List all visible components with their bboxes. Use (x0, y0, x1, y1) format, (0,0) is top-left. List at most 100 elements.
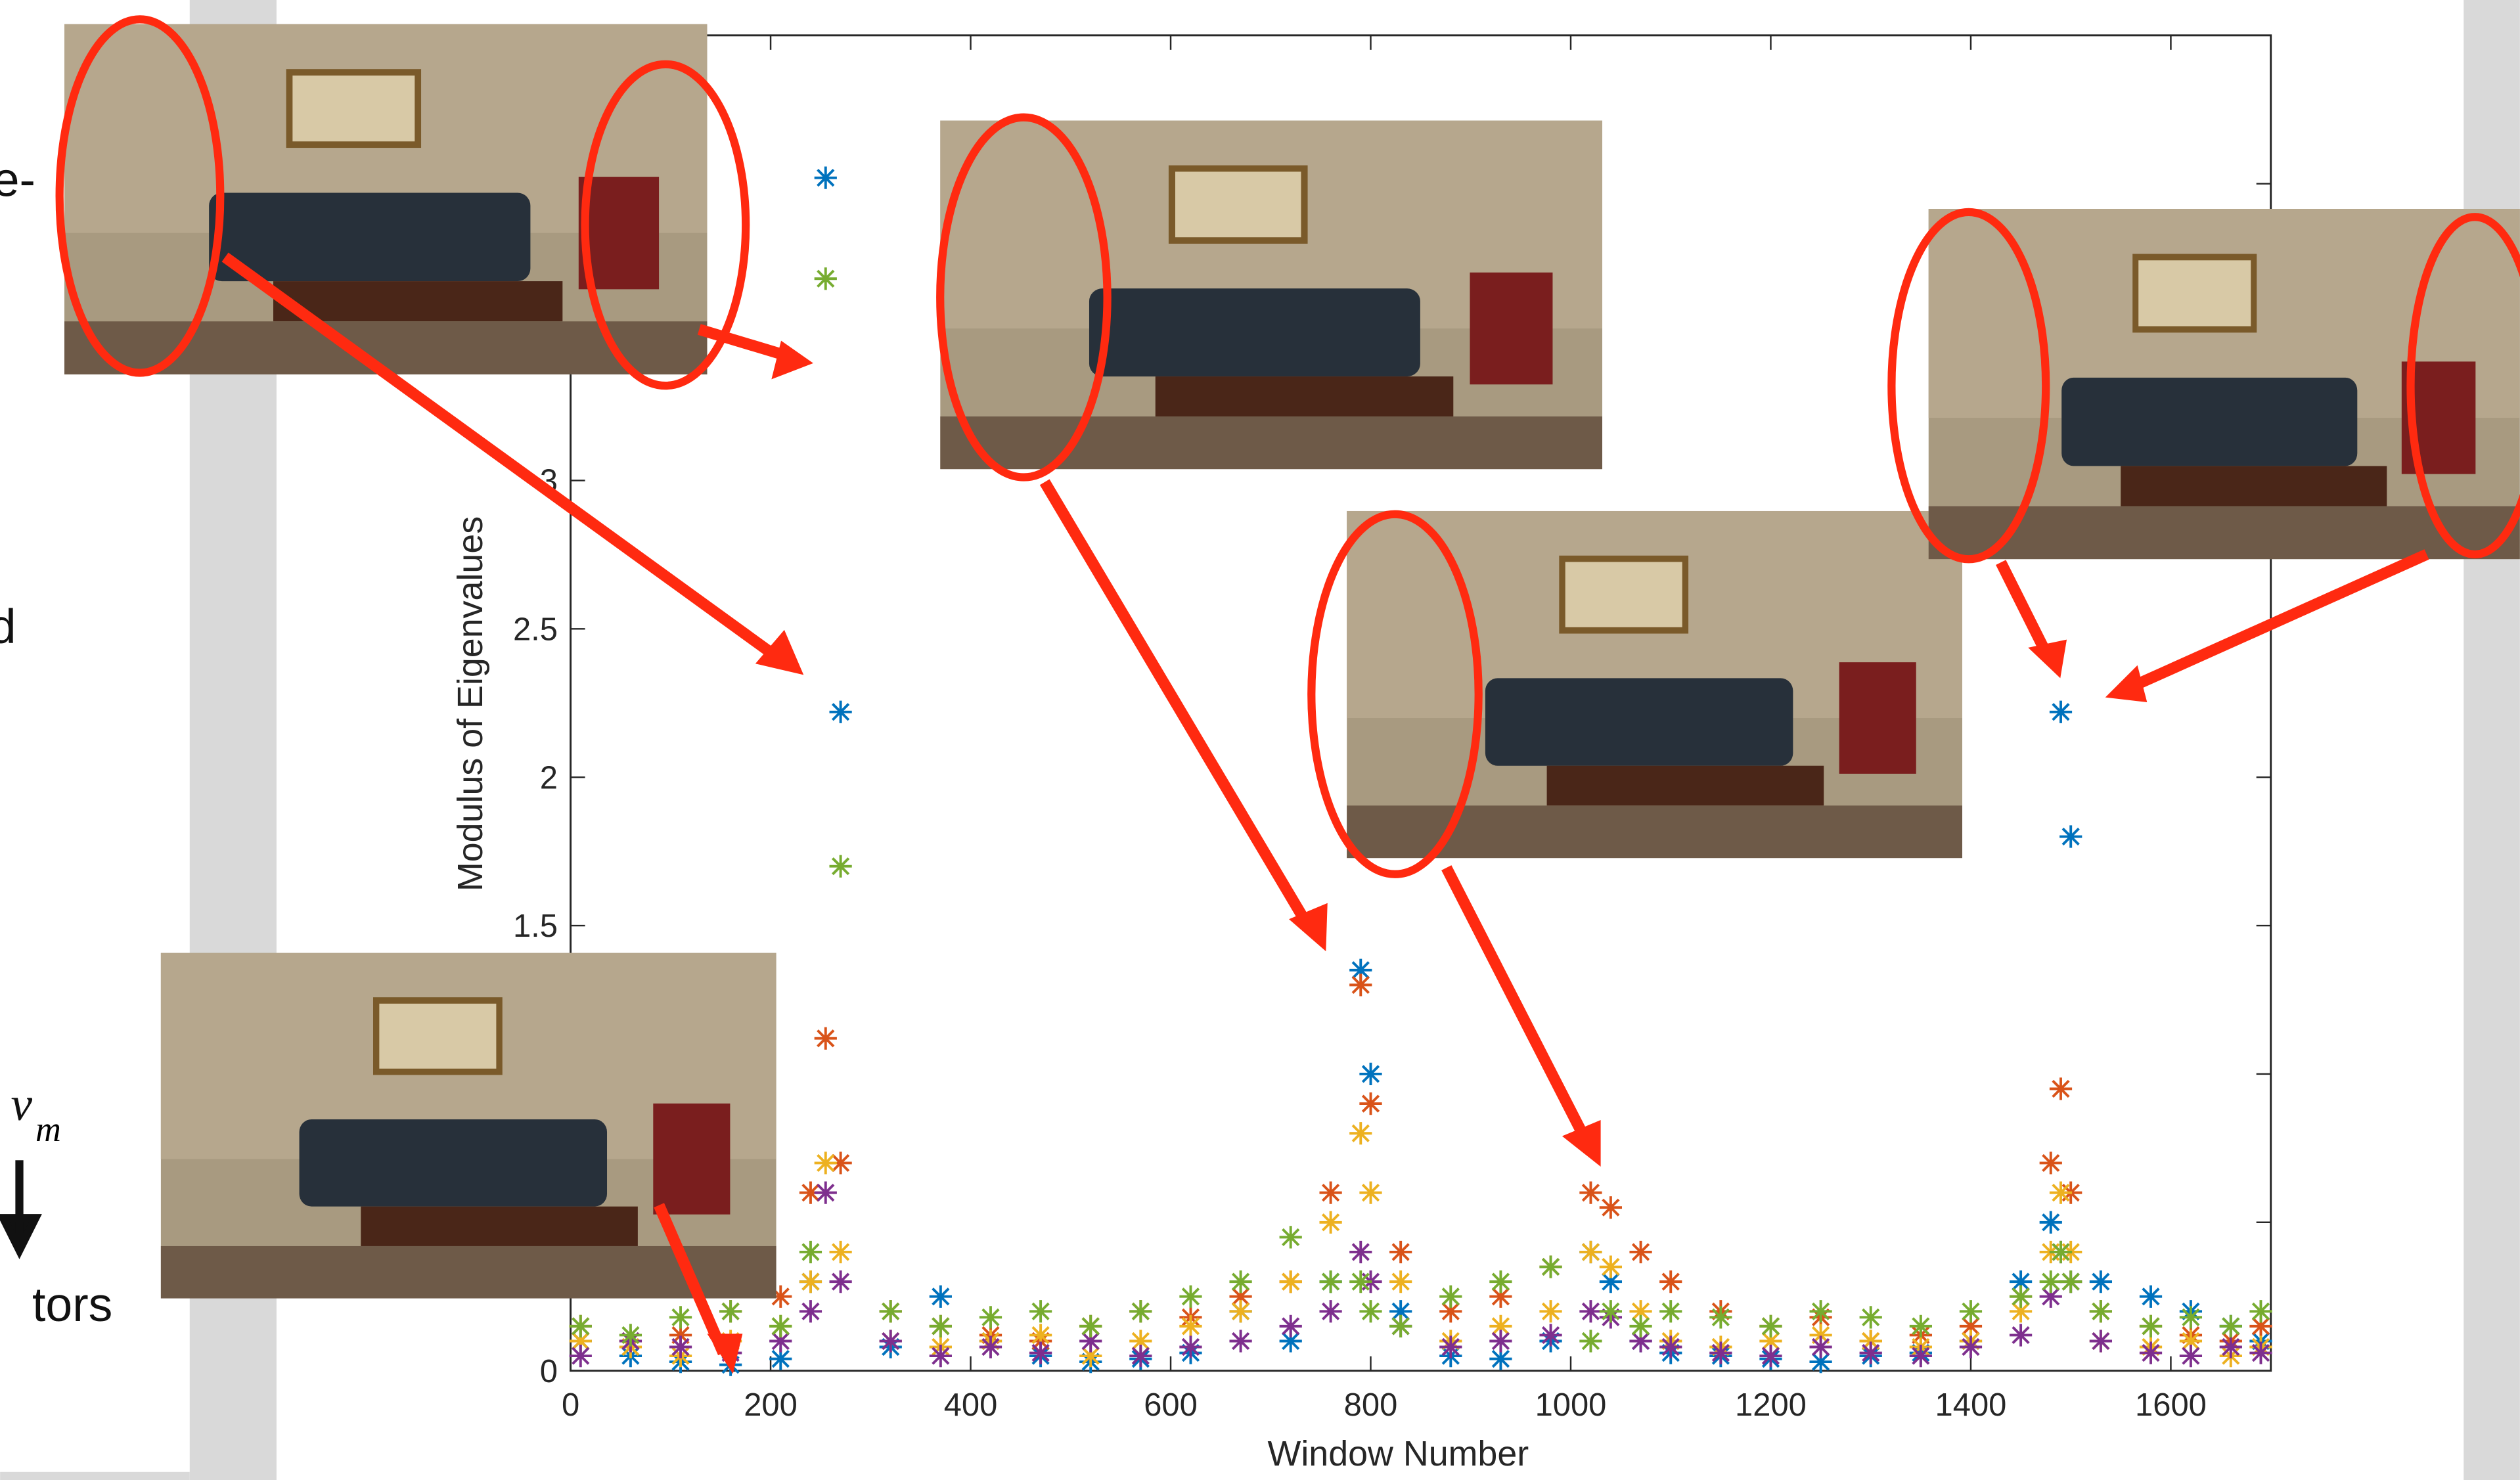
marker (1280, 1226, 1302, 1248)
marker (1960, 1300, 1982, 1322)
x-tick-label: 1600 (2135, 1387, 2207, 1423)
down-arrow (3, 1160, 35, 1250)
figure: e- d ν m tors 02004006008001000120014001… (0, 0, 2520, 1480)
marker (1600, 1196, 1622, 1219)
marker (1179, 1286, 1202, 1308)
marker (1319, 1211, 1341, 1234)
marker (1579, 1241, 1602, 1263)
marker (815, 167, 837, 189)
marker (1359, 1092, 1382, 1115)
marker (829, 701, 851, 723)
marker (1709, 1341, 1732, 1364)
marker (815, 1152, 837, 1174)
marker (2059, 825, 2082, 847)
marker (669, 1306, 692, 1328)
x-tick-label: 600 (1144, 1387, 1198, 1423)
marker (2050, 1077, 2072, 1100)
marker (1539, 1324, 1562, 1346)
marker (1489, 1330, 1512, 1352)
y-axis-label: Modulus of Eigenvalues (451, 516, 490, 891)
marker (1579, 1300, 1602, 1322)
marker (1600, 1255, 1622, 1278)
slide-text: ν (11, 1077, 32, 1131)
marker (1960, 1335, 1982, 1358)
marker (829, 1270, 851, 1293)
marker (880, 1300, 902, 1322)
marker (829, 1241, 851, 1263)
marker (799, 1300, 822, 1322)
marker (1389, 1241, 1412, 1263)
marker (799, 1241, 822, 1263)
marker (1349, 1241, 1372, 1263)
marker (1129, 1345, 1152, 1367)
marker (2010, 1286, 2032, 1308)
x-tick-label: 1400 (1935, 1387, 2007, 1423)
marker (1229, 1330, 1251, 1352)
marker (930, 1345, 952, 1367)
marker (2090, 1330, 2112, 1352)
photo (940, 120, 1602, 469)
marker (815, 1181, 837, 1203)
x-tick-label: 1200 (1735, 1387, 1807, 1423)
marker (1659, 1270, 1682, 1293)
marker (815, 1027, 837, 1050)
marker (1809, 1335, 1832, 1358)
slide-text: m (35, 1110, 61, 1149)
marker (570, 1315, 592, 1337)
marker (1280, 1270, 1302, 1293)
marker (829, 855, 851, 878)
marker (1539, 1300, 1562, 1322)
marker (2140, 1341, 2162, 1364)
marker (2140, 1286, 2162, 1308)
marker (1809, 1300, 1832, 1322)
slide-border (0, 1472, 190, 1480)
marker (2010, 1324, 2032, 1346)
marker (930, 1286, 952, 1308)
marker (719, 1300, 742, 1322)
marker (769, 1315, 792, 1337)
marker (1280, 1315, 1302, 1337)
marker (2220, 1315, 2242, 1337)
y-tick-label: 2 (540, 760, 558, 796)
marker (815, 267, 837, 290)
x-tick-label: 800 (1344, 1387, 1398, 1423)
x-tick-label: 1000 (1535, 1387, 1607, 1423)
slide-text: d (0, 600, 16, 654)
marker (570, 1345, 592, 1367)
photo (161, 953, 776, 1299)
marker (2050, 1241, 2072, 1263)
page: e- d ν m tors 02004006008001000120014001… (0, 0, 2520, 1480)
marker (1439, 1286, 1462, 1308)
marker (1359, 1300, 1382, 1322)
marker (2090, 1300, 2112, 1322)
marker (1349, 1270, 1372, 1293)
marker (1349, 1122, 1372, 1144)
slide-text: e- (0, 152, 35, 206)
marker (2050, 1181, 2072, 1203)
marker (1759, 1315, 1782, 1337)
marker (1319, 1181, 1341, 1203)
marker (1319, 1270, 1341, 1293)
marker (2220, 1335, 2242, 1358)
marker (1389, 1270, 1412, 1293)
y-tick-label: 0 (540, 1354, 558, 1389)
marker (1629, 1241, 1652, 1263)
marker (1860, 1306, 1882, 1328)
marker (1229, 1270, 1251, 1293)
marker (1910, 1315, 1932, 1337)
marker (1229, 1300, 1251, 1322)
slide-text: tors (32, 1278, 112, 1332)
photo (64, 24, 708, 374)
marker (1029, 1300, 1052, 1322)
marker (1439, 1335, 1462, 1358)
marker (2090, 1270, 2112, 1293)
marker (669, 1335, 692, 1358)
marker (1860, 1341, 1882, 1364)
marker (1579, 1330, 1602, 1352)
marker (2249, 1341, 2272, 1364)
marker (1600, 1300, 1622, 1322)
marker (1349, 974, 1372, 996)
marker (1079, 1315, 1102, 1337)
marker (2180, 1306, 2202, 1328)
marker (2180, 1345, 2202, 1367)
